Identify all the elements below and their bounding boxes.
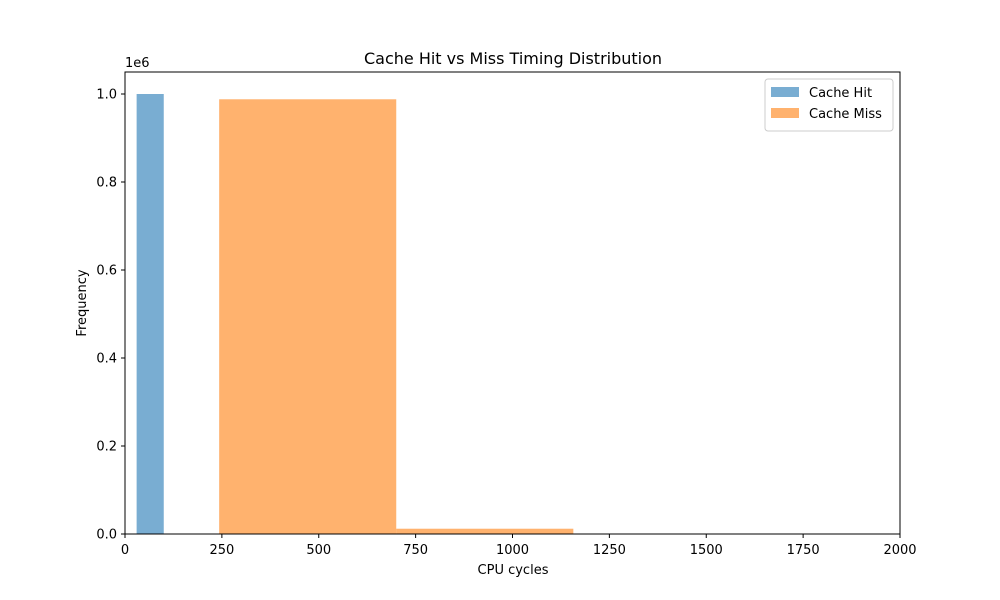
x-tick-label: 1250 <box>593 543 626 558</box>
x-axis-label: CPU cycles <box>478 563 549 578</box>
y-axis-label: Frequency <box>75 269 90 336</box>
x-tick-label: 0 <box>121 543 129 558</box>
bar-cache-miss-1 <box>396 528 574 534</box>
bar-cache-miss-0 <box>219 99 397 534</box>
legend-label: Cache Hit <box>809 86 872 101</box>
bar-cache-hit-0 <box>136 94 164 534</box>
y-tick-label: 0.6 <box>96 264 117 279</box>
y-tick-label: 0.4 <box>96 352 117 367</box>
x-tick-label: 250 <box>209 543 234 558</box>
chart-title: Cache Hit vs Miss Timing Distribution <box>364 49 662 68</box>
legend-label: Cache Miss <box>809 107 882 122</box>
y-tick-label: 1.0 <box>96 88 117 103</box>
x-tick-label: 1750 <box>787 543 820 558</box>
x-tick-label: 750 <box>403 543 428 558</box>
y-scale-offset-label: 1e6 <box>125 56 150 71</box>
x-tick-label: 500 <box>306 543 331 558</box>
x-tick-label: 1000 <box>496 543 529 558</box>
legend: Cache Hit Cache Miss <box>764 78 894 132</box>
y-axis: 0.0 0.2 0.4 0.6 0.8 1.0 <box>96 88 125 543</box>
x-tick-label: 2000 <box>883 543 916 558</box>
bars-layer <box>136 94 574 534</box>
legend-swatch <box>771 87 799 97</box>
legend-swatch <box>771 108 799 118</box>
y-tick-label: 0.0 <box>96 528 117 543</box>
x-tick-label: 1500 <box>690 543 723 558</box>
x-axis: 0 250 500 750 1000 1250 1500 1750 2000 <box>121 534 917 558</box>
y-tick-label: 0.2 <box>96 440 117 455</box>
y-tick-label: 0.8 <box>96 176 117 191</box>
